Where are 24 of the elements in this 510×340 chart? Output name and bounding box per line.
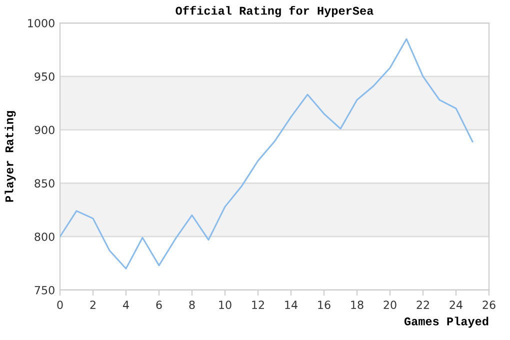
y-tick-label: 850: [34, 179, 54, 188]
chart-title: Official Rating for HyperSea: [176, 6, 374, 18]
y-axis-title: Player Rating: [4, 111, 16, 202]
y-tick-label: 800: [34, 232, 54, 241]
x-tick-label: 16: [318, 300, 330, 310]
x-tick-label: 4: [123, 300, 129, 309]
x-tick-label: 6: [156, 300, 162, 310]
x-axis-title: Games Played: [404, 316, 488, 328]
x-tick-label: 20: [384, 300, 396, 310]
y-tick-label: 750: [34, 286, 54, 294]
x-tick-label: 0: [57, 300, 63, 310]
x-tick-label: 12: [252, 300, 264, 309]
line-series: [60, 38, 474, 270]
x-tick-label: 8: [189, 300, 195, 310]
x-tick-label: 24: [450, 300, 462, 309]
x-tick-label: 22: [416, 300, 429, 309]
x-tick-label: 2: [90, 300, 96, 309]
x-tick-label: 10: [219, 300, 232, 310]
x-tick-label: 18: [351, 300, 364, 310]
y-tick-label: 1000: [28, 18, 54, 28]
y-tick-label: 950: [34, 72, 54, 81]
x-tick-label: 14: [285, 300, 298, 309]
y-tick-label: 900: [34, 126, 54, 134]
x-tick-label: 26: [482, 300, 496, 310]
